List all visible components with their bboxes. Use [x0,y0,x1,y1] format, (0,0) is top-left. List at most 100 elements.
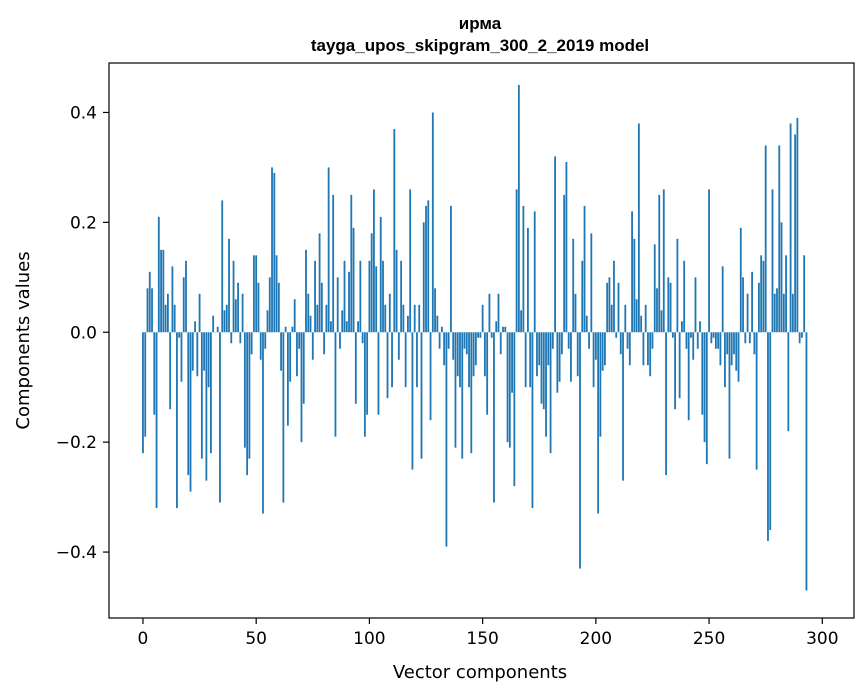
bar [590,233,593,333]
bar [325,304,328,333]
bar [296,332,298,377]
bar [735,332,738,371]
bar [644,304,647,333]
bar [277,282,280,333]
bar [470,332,473,454]
bar [171,266,174,333]
bar [597,332,600,514]
bar [606,282,609,333]
bar [431,112,434,333]
bar [472,332,475,377]
bar [411,332,414,470]
bar [223,310,226,333]
bar [671,332,674,338]
bar [427,200,430,333]
bar [246,332,249,476]
bar [767,332,769,542]
y-tick-label: −0.2 [56,433,97,453]
bar [445,332,448,547]
bar [443,332,446,366]
bar [243,332,246,448]
bar [493,332,495,503]
bar [463,332,466,349]
bar [436,315,439,333]
bar [284,326,287,333]
bar [685,332,688,349]
bar [703,332,706,443]
bar [219,332,221,503]
bar [798,332,801,344]
bar [248,332,251,459]
bar [637,123,640,333]
bar [717,332,720,349]
bar [613,260,615,333]
y-tick-label: −0.4 [56,543,97,563]
bar [176,332,178,509]
bar [237,282,239,333]
bar [563,194,566,333]
bar [536,332,538,377]
bar [375,266,378,333]
y-tick-label: 0.4 [70,103,97,123]
bar [146,288,149,333]
bar [712,332,715,338]
bar [425,205,427,333]
bar [320,282,323,333]
bar [212,315,215,333]
bar [409,189,412,333]
bar [481,304,484,333]
bar [289,332,292,382]
bar [633,238,636,333]
chart-subtitle: tayga_upos_skipgram_300_2_2019 model [311,36,649,55]
bar [574,293,577,333]
bar [268,277,271,333]
bar [504,326,507,333]
bar [178,332,181,338]
bar [662,189,665,333]
bar [447,332,450,349]
bar [604,332,606,366]
bar [791,293,794,333]
bar [746,293,749,333]
bar [522,205,525,333]
bar [699,321,701,333]
bar [148,271,151,333]
bar [339,332,341,349]
bar [538,332,541,366]
bar [708,189,710,333]
bar [490,332,493,338]
bar [567,332,570,349]
bar [216,326,219,333]
bar [291,326,294,333]
bar [583,205,586,333]
bar [755,332,758,470]
bar [305,249,307,333]
x-tick-label: 200 [580,629,612,649]
x-tick-label: 50 [245,629,267,649]
bar [182,277,185,333]
bars-group [142,84,808,591]
bar [658,194,661,333]
plot-frame [108,62,855,619]
bar [189,332,192,492]
bar [162,249,165,333]
bar [187,332,190,476]
bar [690,332,692,338]
bar [151,288,153,333]
bar [198,293,201,333]
bar [737,332,740,382]
bar [520,310,523,333]
bar [760,255,763,333]
bar [687,332,690,421]
bar [311,332,314,360]
bar [683,260,686,333]
bar [785,255,787,333]
bar [456,332,459,377]
bar [241,293,244,333]
x-axis-ticks: 0 50 100 150 200 250 300 [138,618,839,649]
bar [787,332,790,432]
bar [724,332,726,388]
bar [615,332,618,338]
bar [599,332,602,437]
